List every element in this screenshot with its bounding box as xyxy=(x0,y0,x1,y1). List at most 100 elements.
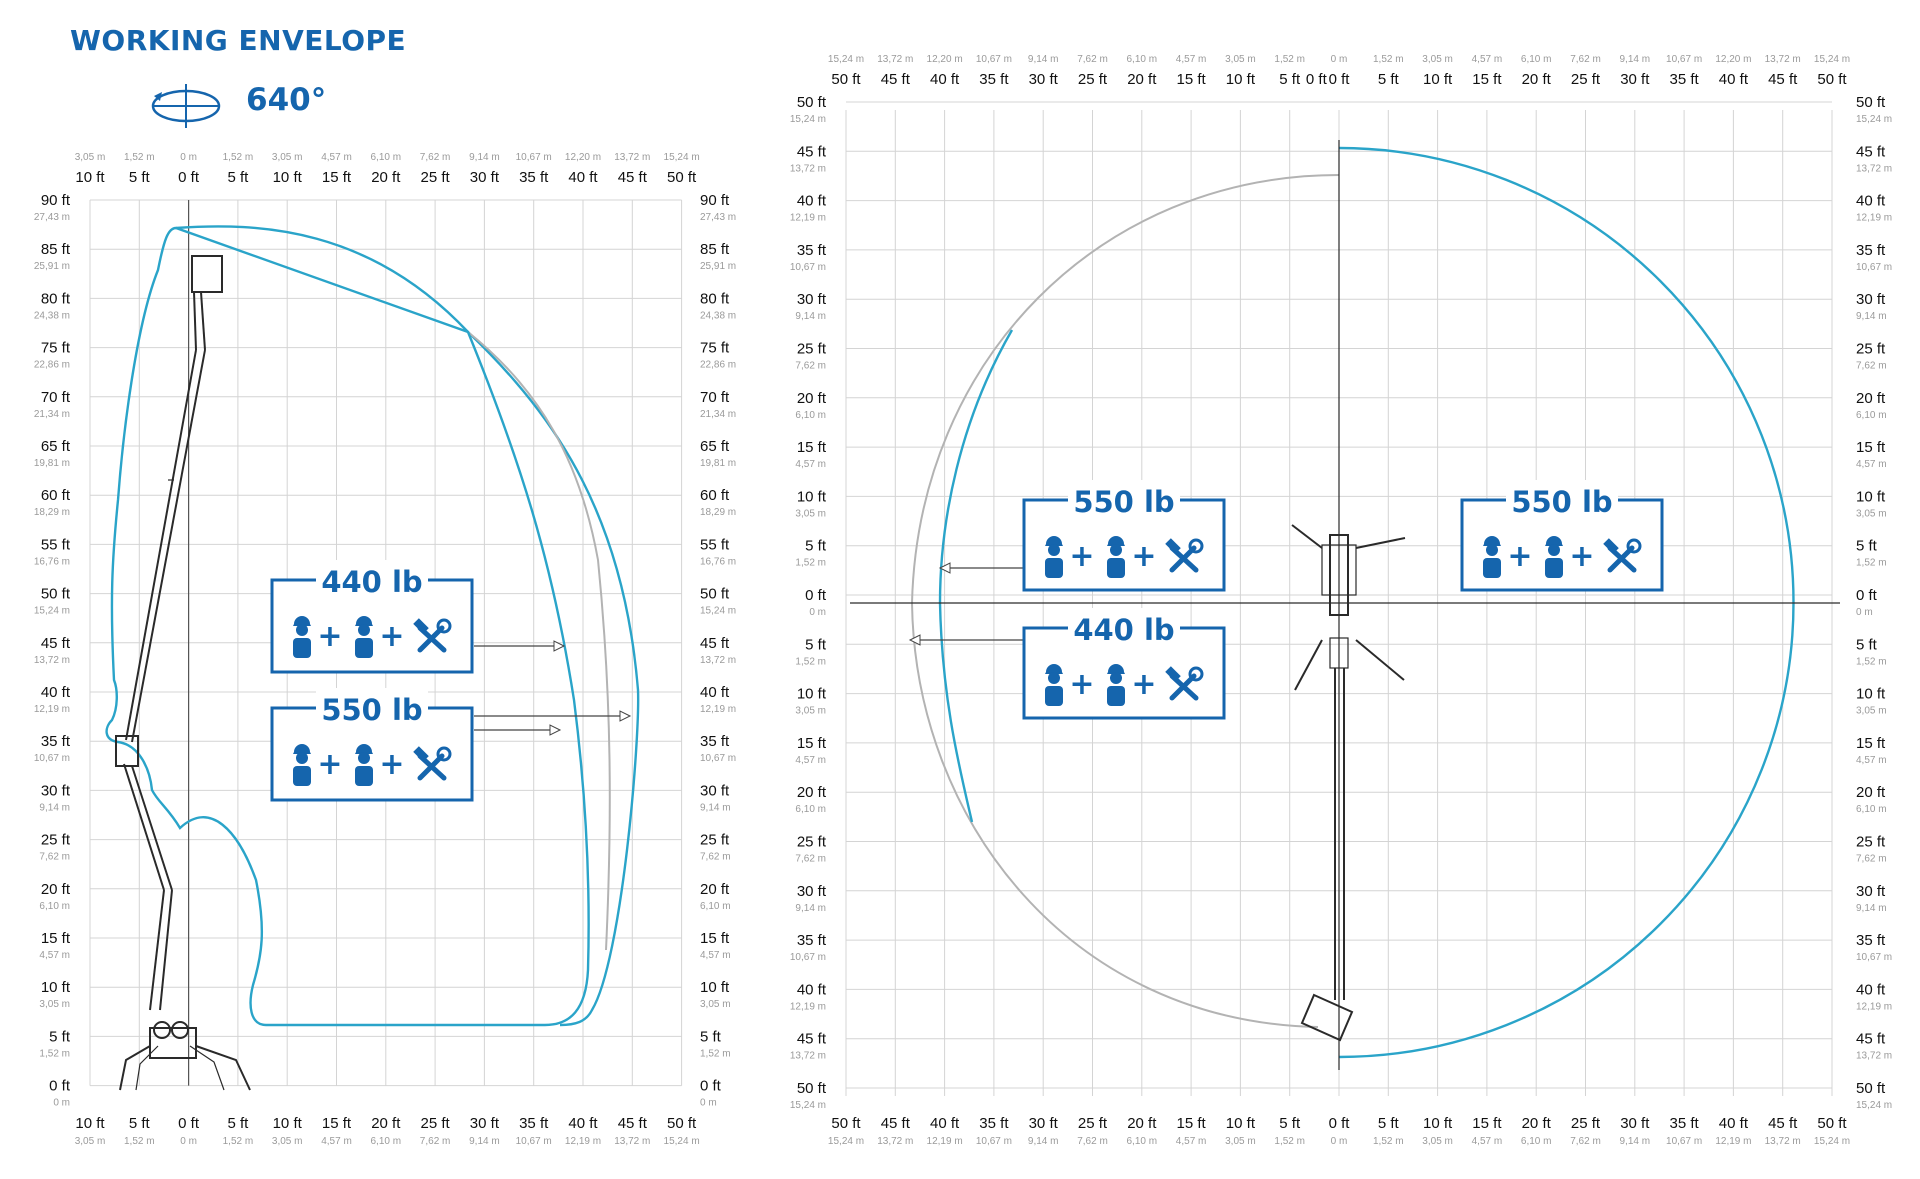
axis-tick-label: 0 m xyxy=(180,1136,197,1147)
axis-tick-label: 6,10 m xyxy=(371,1136,402,1147)
axis-tick-label: 3,05 m xyxy=(1225,1136,1256,1147)
axis-tick-label: 40 ft xyxy=(797,981,827,998)
axis-tick-label: 13,72 m xyxy=(877,54,913,65)
axis-tick-label: 15 ft xyxy=(322,169,352,186)
axis-tick-label: 10 ft xyxy=(1856,686,1886,703)
axis-tick-label: 1,52 m xyxy=(1274,1136,1305,1147)
axis-tick-label: 25 ft xyxy=(797,834,827,851)
axis-tick-label: 65 ft xyxy=(41,438,71,455)
axis-tick-label: 10 ft xyxy=(75,169,105,186)
axis-tick-label: 20 ft xyxy=(700,881,730,898)
axis-tick-label: 5 ft xyxy=(49,1028,71,1045)
axis-tick-label: 25,91 m xyxy=(700,261,736,272)
axis-tick-label: 10,67 m xyxy=(34,753,70,764)
worker-icon xyxy=(1545,536,1563,578)
axis-tick-label: 20 ft xyxy=(371,1115,401,1132)
axis-tick-label: 15,24 m xyxy=(1856,114,1892,125)
axis-tick-label: 6,10 m xyxy=(1127,54,1158,65)
side-view-load-arrows xyxy=(474,640,632,736)
axis-tick-label: 6,10 m xyxy=(795,410,826,421)
axis-tick-label: 50 ft xyxy=(1817,1115,1847,1132)
axis-tick-label: 13,72 m xyxy=(1765,54,1801,65)
axis-tick-label: 15 ft xyxy=(1177,71,1207,88)
axis-tick-label: 10 ft xyxy=(273,169,303,186)
axis-tick-label: 10 ft xyxy=(273,1115,303,1132)
axis-tick-label: 9,14 m xyxy=(1620,54,1651,65)
axis-tick-label: 40 ft xyxy=(930,1115,960,1132)
axis-tick-label: 7,62 m xyxy=(795,854,826,865)
axis-tick-label: 3,05 m xyxy=(39,999,70,1010)
axis-tick-label: 20 ft xyxy=(1856,784,1886,801)
plus-icon: + xyxy=(317,747,342,782)
axis-tick-label: 10,67 m xyxy=(700,753,736,764)
axis-tick-label: 10,67 m xyxy=(516,1136,552,1147)
axis-tick-label: 10 ft xyxy=(41,979,71,996)
axis-tick-label: 30 ft xyxy=(1620,1115,1650,1132)
axis-tick-label: 55 ft xyxy=(700,536,730,553)
axis-tick-label: 13,72 m xyxy=(790,1051,826,1062)
axis-tick-label: 25 ft xyxy=(700,832,730,849)
axis-tick-label: 12,20 m xyxy=(927,54,963,65)
axis-tick-label: 15,24 m xyxy=(790,1100,826,1111)
axis-tick-label: 15 ft xyxy=(41,930,71,947)
axis-tick-label: 25 ft xyxy=(41,832,71,849)
axis-tick-label: 21,34 m xyxy=(700,409,736,420)
axis-tick-label: 3,05 m xyxy=(700,999,731,1010)
tools-icon xyxy=(413,618,452,653)
axis-tick-label: 1,52 m xyxy=(223,1136,254,1147)
axis-tick-label: 4,57 m xyxy=(321,1136,352,1147)
axis-tick-label: 3,05 m xyxy=(1225,54,1256,65)
load-label: 550 lb xyxy=(1511,485,1612,519)
axis-tick-label: 90 ft xyxy=(41,192,71,209)
axis-tick-label: 10,67 m xyxy=(516,152,552,163)
axis-tick-label: 13,72 m xyxy=(700,655,736,666)
axis-tick-label: 45 ft xyxy=(1856,143,1886,160)
side-view-grid xyxy=(89,199,683,1087)
axis-tick-label: 18,29 m xyxy=(34,507,70,518)
axis-tick-label: 12,20 m xyxy=(1715,54,1751,65)
top-view-axis-labels: 15,24 m 50 ft 15,24 m 13,72 m 45 ft 13,72 m 12… xyxy=(790,54,1892,1147)
axis-tick-label: 40 ft xyxy=(568,169,598,186)
axis-tick-label: 13,72 m xyxy=(1856,163,1892,174)
axis-tick-label: 5 ft xyxy=(227,169,249,186)
axis-tick-label: 35 ft xyxy=(797,242,827,259)
axis-tick-label: 30 ft xyxy=(470,169,500,186)
axis-tick-label: 9,14 m xyxy=(700,802,731,813)
load-label: 440 lb xyxy=(321,565,422,599)
axis-tick-label: 30 ft xyxy=(700,782,730,799)
worker-icon xyxy=(355,616,373,658)
axis-tick-label: 27,43 m xyxy=(34,212,70,223)
axis-tick-label: 15,24 m xyxy=(34,606,70,617)
axis-tick-label: 55 ft xyxy=(41,536,71,553)
axis-tick-label: 40 ft xyxy=(1719,71,1749,88)
worker-icon xyxy=(355,744,373,786)
axis-tick-label: 12,20 m xyxy=(565,152,601,163)
axis-tick-label: 9,14 m xyxy=(1856,311,1887,322)
axis-tick-label: 15 ft xyxy=(1472,1115,1502,1132)
axis-tick-label: 35 ft xyxy=(519,169,549,186)
axis-tick-label: 35 ft xyxy=(41,733,71,750)
side-view-envelopes xyxy=(105,225,640,1027)
axis-tick-label: 10,67 m xyxy=(976,1136,1012,1147)
axis-tick-label: 0 ft xyxy=(805,587,827,604)
axis-tick-label: 1,52 m xyxy=(1856,558,1887,569)
load-box-550lb: 550 lb + + xyxy=(1460,480,1664,592)
axis-tick-label: 10 ft xyxy=(1856,488,1886,505)
axis-tick-label: 6,10 m xyxy=(39,901,70,912)
axis-tick-label: 12,19 m xyxy=(1856,1001,1892,1012)
plus-icon: + xyxy=(1131,539,1156,574)
axis-tick-label: 45 ft xyxy=(1768,71,1798,88)
axis-tick-label: 9,14 m xyxy=(1028,54,1059,65)
axis-tick-label: 15 ft xyxy=(1856,439,1886,456)
axis-tick-label: 12,19 m xyxy=(1856,213,1892,224)
axis-tick-label: 10 ft xyxy=(797,686,827,703)
axis-tick-label: 1,52 m xyxy=(124,1136,155,1147)
axis-tick-label: 30 ft xyxy=(1029,71,1059,88)
axis-tick-label: 45 ft xyxy=(618,169,648,186)
axis-tick-label: 5 ft xyxy=(1279,1115,1301,1132)
axis-tick-label: 15,24 m xyxy=(828,1136,864,1147)
axis-tick-label: 12,19 m xyxy=(790,1001,826,1012)
axis-tick-label: 0 m xyxy=(809,607,826,618)
axis-tick-label: 7,62 m xyxy=(700,852,731,863)
axis-tick-label: 1,52 m xyxy=(124,152,155,163)
